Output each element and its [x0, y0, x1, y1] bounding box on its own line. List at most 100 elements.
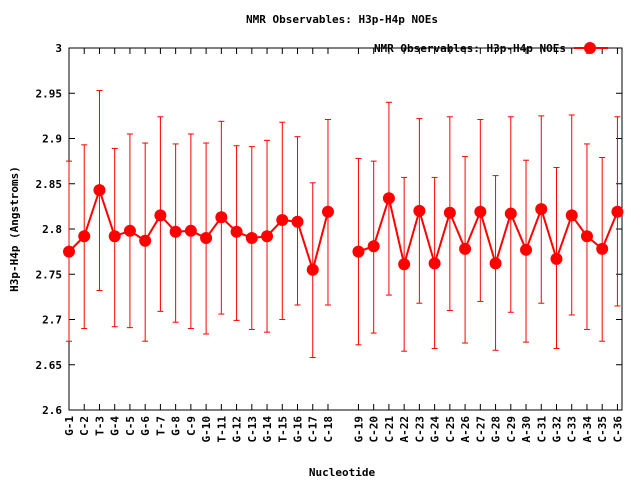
data-point [93, 184, 106, 197]
y-tick-label: 2.85 [36, 178, 63, 191]
line-segment [433, 212, 451, 264]
line-segment [555, 215, 573, 260]
data-point [63, 245, 75, 258]
data-point [443, 206, 456, 219]
data-point [596, 242, 609, 255]
x-tick-label: C-25 [444, 416, 457, 443]
line-segment [509, 213, 527, 251]
line-segment [83, 189, 101, 237]
x-tick-label: T-7 [154, 416, 167, 436]
x-tick-label: C-20 [368, 416, 381, 443]
data-point [200, 232, 213, 245]
data-point [367, 240, 380, 253]
line-segment [601, 211, 619, 250]
x-tick-label: C-27 [474, 416, 487, 443]
data-point [398, 258, 411, 271]
data-point [550, 252, 563, 265]
x-tick-label: G-12 [231, 416, 244, 443]
data-point [215, 211, 228, 224]
data-point [565, 209, 578, 222]
x-tick-label: G-8 [170, 416, 183, 436]
y-tick-label: 2.7 [42, 314, 62, 327]
data-point [245, 232, 258, 245]
data-point [230, 225, 243, 238]
data-point [580, 230, 593, 243]
data-point [474, 205, 487, 218]
x-tick-label: C-36 [611, 416, 624, 443]
x-tick-label: C-2 [78, 416, 91, 436]
data-point [352, 245, 365, 258]
data-point [504, 207, 517, 220]
line-segment [479, 211, 497, 264]
x-tick-label: G-14 [261, 416, 274, 443]
series-points [63, 184, 624, 276]
x-tick-label: C-18 [322, 416, 335, 443]
data-point [276, 213, 289, 226]
error-bars [66, 90, 621, 359]
y-tick-label: 2.75 [36, 268, 63, 281]
x-tick-label: T-11 [215, 416, 228, 443]
y-axis-label: H3p-H4p (Angstroms) [8, 166, 21, 292]
line-segment [494, 213, 512, 264]
x-tick-label: T-15 [276, 416, 289, 443]
data-point [108, 230, 121, 243]
y-tick-label: 3 [55, 42, 62, 55]
data-point [611, 205, 624, 218]
data-point [139, 234, 152, 247]
line-segment [525, 208, 543, 251]
x-tick-label: C-33 [566, 416, 579, 443]
line-segment [311, 211, 329, 270]
x-tick-label: C-21 [383, 416, 396, 443]
x-tick-label: G-1 [63, 416, 76, 436]
x-tick-label: A-26 [459, 416, 472, 443]
data-point [321, 205, 334, 218]
line-segment [98, 189, 116, 237]
x-axis-label: Nucleotide [309, 466, 376, 479]
chart-title: NMR Observables: H3p-H4p NOEs [246, 13, 438, 26]
data-point [291, 215, 304, 228]
x-tick-label: G-4 [109, 416, 122, 436]
x-tick-label: C-23 [413, 416, 426, 443]
x-tick-label: C-9 [185, 416, 198, 436]
x-tick-label: T-3 [93, 416, 106, 436]
line-segment [448, 212, 467, 250]
y-tick-label: 2.6 [42, 404, 62, 417]
x-tick-label: C-17 [307, 416, 320, 443]
data-point [154, 209, 167, 222]
y-tick-label: 2.9 [42, 133, 62, 146]
line-segment [464, 211, 482, 250]
line-segment [403, 210, 421, 265]
data-point [123, 224, 136, 237]
data-point [535, 203, 548, 216]
line-segment [540, 208, 558, 260]
x-tick-label: G-19 [352, 416, 365, 443]
x-tick-label: G-10 [200, 416, 213, 443]
y-tick-label: 2.8 [42, 223, 62, 236]
data-point [78, 230, 91, 243]
y-axis: 2.6 2.65 2.7 2.75 2.8 2.85 2.9 2.95 3 [36, 42, 622, 417]
x-tick-label: C-31 [535, 416, 548, 443]
x-tick-label: G-24 [429, 416, 442, 443]
x-tick-label: C-13 [246, 416, 259, 443]
legend-label: NMR Observables: H3p-H4p NOEs [374, 42, 566, 55]
line-segment [387, 198, 406, 265]
y-tick-label: 2.65 [36, 359, 63, 372]
x-tick-label: G-28 [490, 416, 503, 443]
series-line [68, 189, 619, 271]
data-point [261, 230, 274, 243]
x-tick-label: A-22 [398, 416, 411, 443]
x-tick-label: C-35 [596, 416, 609, 443]
data-point [489, 257, 502, 270]
legend-marker [584, 42, 596, 54]
line-segment [296, 221, 314, 271]
data-point [169, 225, 182, 238]
data-point [413, 204, 426, 217]
x-tick-label: G-32 [550, 416, 563, 443]
data-point [382, 192, 395, 205]
x-tick-label: A-34 [581, 416, 594, 443]
data-point [459, 242, 472, 255]
x-axis: G-1 C-2 T-3 G-4 C-5 G-6 T-7 G-8 C-9 G-10 T-11 G-12 C… [63, 48, 624, 443]
data-point [184, 224, 197, 237]
x-tick-label: G-16 [292, 416, 305, 443]
x-tick-label: C-29 [505, 416, 518, 443]
